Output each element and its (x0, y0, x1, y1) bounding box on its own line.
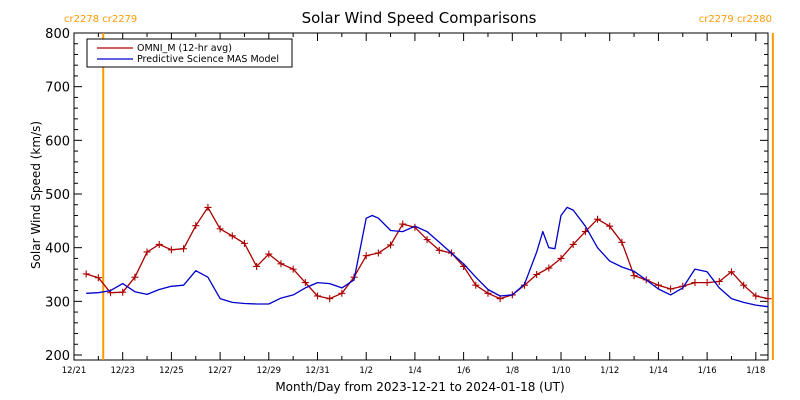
omni-data-point (216, 225, 224, 233)
omni-data-point (715, 277, 723, 285)
omni-data-point (277, 260, 285, 268)
x-tick-label: 12/27 (208, 366, 233, 376)
omni-data-point (192, 222, 200, 230)
omni-data-point (703, 279, 711, 287)
omni-data-point (119, 288, 127, 296)
omni-data-point (374, 249, 382, 257)
omni-data-point (606, 222, 614, 230)
omni-data-point (180, 245, 188, 253)
x-axis-label: Month/Day from 2023-12-21 to 2024-01-18 … (275, 380, 564, 394)
x-tick-label: 12/31 (305, 366, 330, 376)
x-tick-label: 1/14 (649, 366, 668, 376)
x-tick-label: 12/21 (62, 366, 87, 376)
x-tick-label: 1/6 (457, 366, 471, 376)
omni-series-line (86, 206, 769, 300)
y-tick-label: 400 (45, 242, 70, 257)
x-tick-label: 12/25 (159, 366, 184, 376)
x-tick-label: 12/29 (257, 366, 282, 376)
x-tick-label: 12/23 (110, 366, 135, 376)
omni-data-point (423, 236, 431, 244)
omni-data-point (399, 220, 407, 228)
carrington-label-left: cr2278 cr2279 (64, 14, 137, 25)
omni-data-point (82, 270, 90, 278)
y-tick-label: 500 (45, 188, 70, 203)
omni-data-point (253, 262, 261, 270)
x-tick-label: 1/8 (505, 366, 519, 376)
omni-data-point (654, 281, 662, 289)
omni-data-point (143, 248, 151, 256)
omni-data-point (265, 250, 273, 258)
omni-data-point (131, 273, 139, 281)
omni-data-point (618, 238, 626, 246)
chart-title: Solar Wind Speed Comparisons (302, 9, 537, 27)
legend-label-mas: Predictive Science MAS Model (137, 54, 279, 65)
omni-data-point (228, 232, 236, 240)
omni-data-point (545, 264, 553, 272)
omni-data-point (240, 239, 248, 247)
omni-data-point (167, 246, 175, 254)
x-tick-label: 1/10 (551, 366, 570, 376)
axes-frame (73, 32, 769, 361)
y-tick-label: 600 (45, 134, 70, 149)
omni-data-point (387, 241, 395, 249)
mas-model-series-line (86, 206, 769, 308)
y-tick-label: 800 (45, 27, 70, 42)
omni-data-point (314, 292, 322, 300)
omni-data-point (435, 246, 443, 254)
y-axis-label: Solar Wind Speed (km/s) (29, 121, 43, 269)
legend: OMNI_M (12-hr avg) Predictive Science MA… (86, 38, 293, 68)
omni-data-point (752, 292, 760, 300)
x-tick-label: 1/18 (746, 366, 765, 376)
y-tick-label: 200 (45, 349, 70, 364)
omni-data-point (155, 240, 163, 248)
omni-data-point (533, 271, 541, 278)
plot-area: 200 300 400 500 600 700 800 12/21 12/23 12/25 12/2… (45, 27, 774, 376)
legend-box (86, 38, 293, 68)
omni-data-point (94, 274, 102, 282)
x-tick-label: 1/16 (698, 366, 717, 376)
legend-label-omni: OMNI_M (12-hr avg) (137, 43, 232, 54)
omni-data-point (301, 279, 309, 287)
omni-data-point (289, 265, 297, 273)
x-tick-label: 1/4 (408, 366, 422, 376)
omni-data-point (326, 295, 334, 303)
omni-data-point (594, 215, 602, 223)
omni-data-point (557, 254, 565, 262)
x-tick-label: 1/2 (359, 366, 373, 376)
omni-data-point (667, 285, 675, 293)
x-tick-label: 1/12 (600, 366, 619, 376)
omni-data-point (740, 281, 748, 289)
omni-data-point (362, 252, 370, 260)
carrington-label-right: cr2279 cr2280 (699, 14, 772, 25)
omni-data-point (472, 281, 480, 289)
omni-data-point (569, 240, 577, 248)
omni-data-point (630, 272, 638, 280)
omni-data-point (727, 268, 735, 276)
omni-data-point (338, 289, 346, 297)
omni-data-point (691, 279, 699, 287)
y-tick-label: 700 (45, 81, 70, 96)
y-tick-label: 300 (45, 295, 70, 310)
omni-data-point (484, 289, 492, 297)
omni-data-point (764, 295, 772, 303)
omni-data-point (204, 203, 212, 211)
